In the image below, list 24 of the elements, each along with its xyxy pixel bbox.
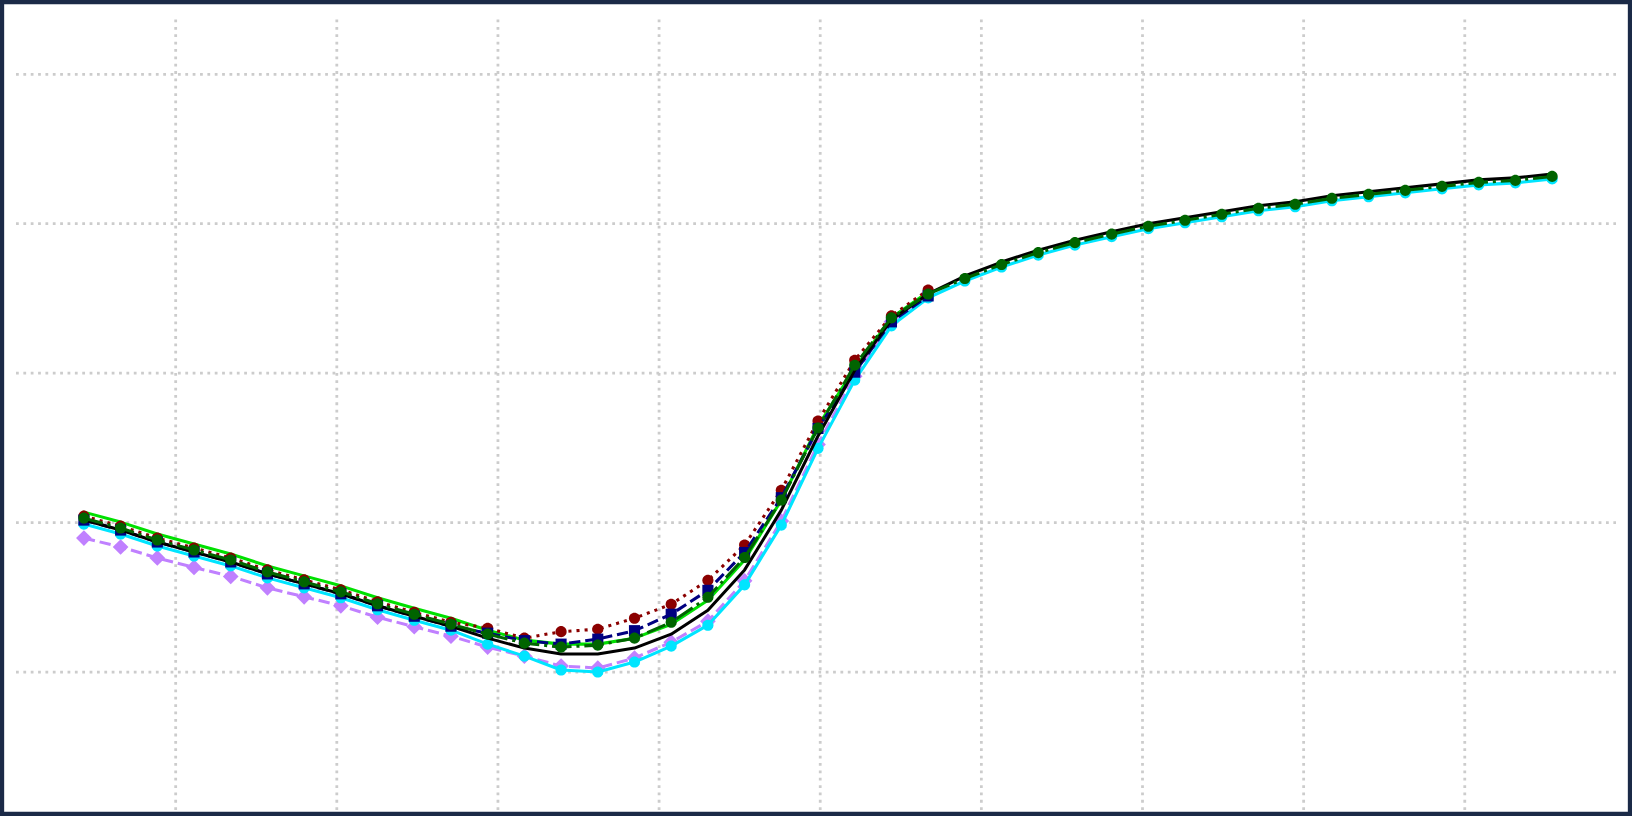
point bbox=[149, 550, 166, 566]
point bbox=[555, 664, 567, 676]
point bbox=[482, 638, 494, 650]
point bbox=[702, 574, 714, 586]
point bbox=[76, 530, 92, 546]
point bbox=[592, 666, 604, 678]
point bbox=[592, 623, 604, 635]
point bbox=[665, 598, 677, 610]
point bbox=[702, 591, 714, 603]
point bbox=[665, 616, 677, 628]
point bbox=[775, 519, 787, 531]
point bbox=[739, 579, 751, 591]
point bbox=[665, 640, 677, 652]
point bbox=[555, 626, 567, 638]
point bbox=[739, 551, 751, 564]
point bbox=[849, 359, 861, 371]
point bbox=[186, 559, 202, 576]
point bbox=[628, 656, 641, 668]
point bbox=[812, 442, 824, 454]
point bbox=[628, 632, 641, 644]
point bbox=[592, 639, 604, 651]
point bbox=[112, 539, 129, 555]
point bbox=[702, 619, 714, 631]
point bbox=[628, 612, 641, 624]
